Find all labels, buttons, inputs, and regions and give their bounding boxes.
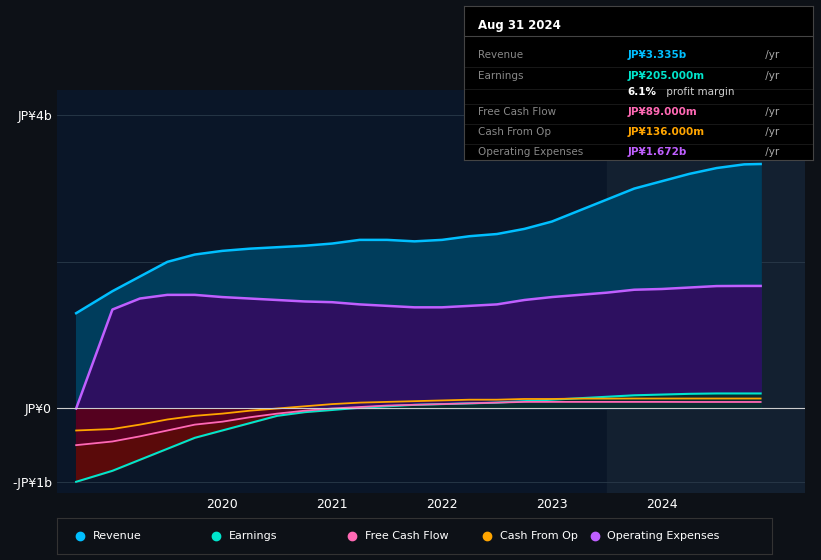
Text: Aug 31 2024: Aug 31 2024 <box>478 20 561 32</box>
Text: JP¥136.000m: JP¥136.000m <box>628 127 705 137</box>
Text: /yr: /yr <box>762 107 779 117</box>
Text: JP¥3.335b: JP¥3.335b <box>628 50 687 60</box>
Text: Cash From Op: Cash From Op <box>478 127 551 137</box>
Text: Free Cash Flow: Free Cash Flow <box>478 107 556 117</box>
Text: JP¥205.000m: JP¥205.000m <box>628 72 705 81</box>
Text: Free Cash Flow: Free Cash Flow <box>365 531 448 541</box>
Text: Operating Expenses: Operating Expenses <box>478 147 583 157</box>
Text: JP¥1.672b: JP¥1.672b <box>628 147 687 157</box>
Text: 6.1%: 6.1% <box>628 87 657 97</box>
Text: Earnings: Earnings <box>478 72 523 81</box>
Text: Revenue: Revenue <box>478 50 523 60</box>
Text: profit margin: profit margin <box>663 87 734 97</box>
Text: Earnings: Earnings <box>229 531 277 541</box>
Text: /yr: /yr <box>762 50 779 60</box>
Text: /yr: /yr <box>762 127 779 137</box>
Bar <box>607 90 805 493</box>
Text: Cash From Op: Cash From Op <box>500 531 578 541</box>
Text: Operating Expenses: Operating Expenses <box>608 531 720 541</box>
Text: JP¥89.000m: JP¥89.000m <box>628 107 698 117</box>
Text: /yr: /yr <box>762 72 779 81</box>
Text: Revenue: Revenue <box>94 531 142 541</box>
Text: /yr: /yr <box>762 147 779 157</box>
